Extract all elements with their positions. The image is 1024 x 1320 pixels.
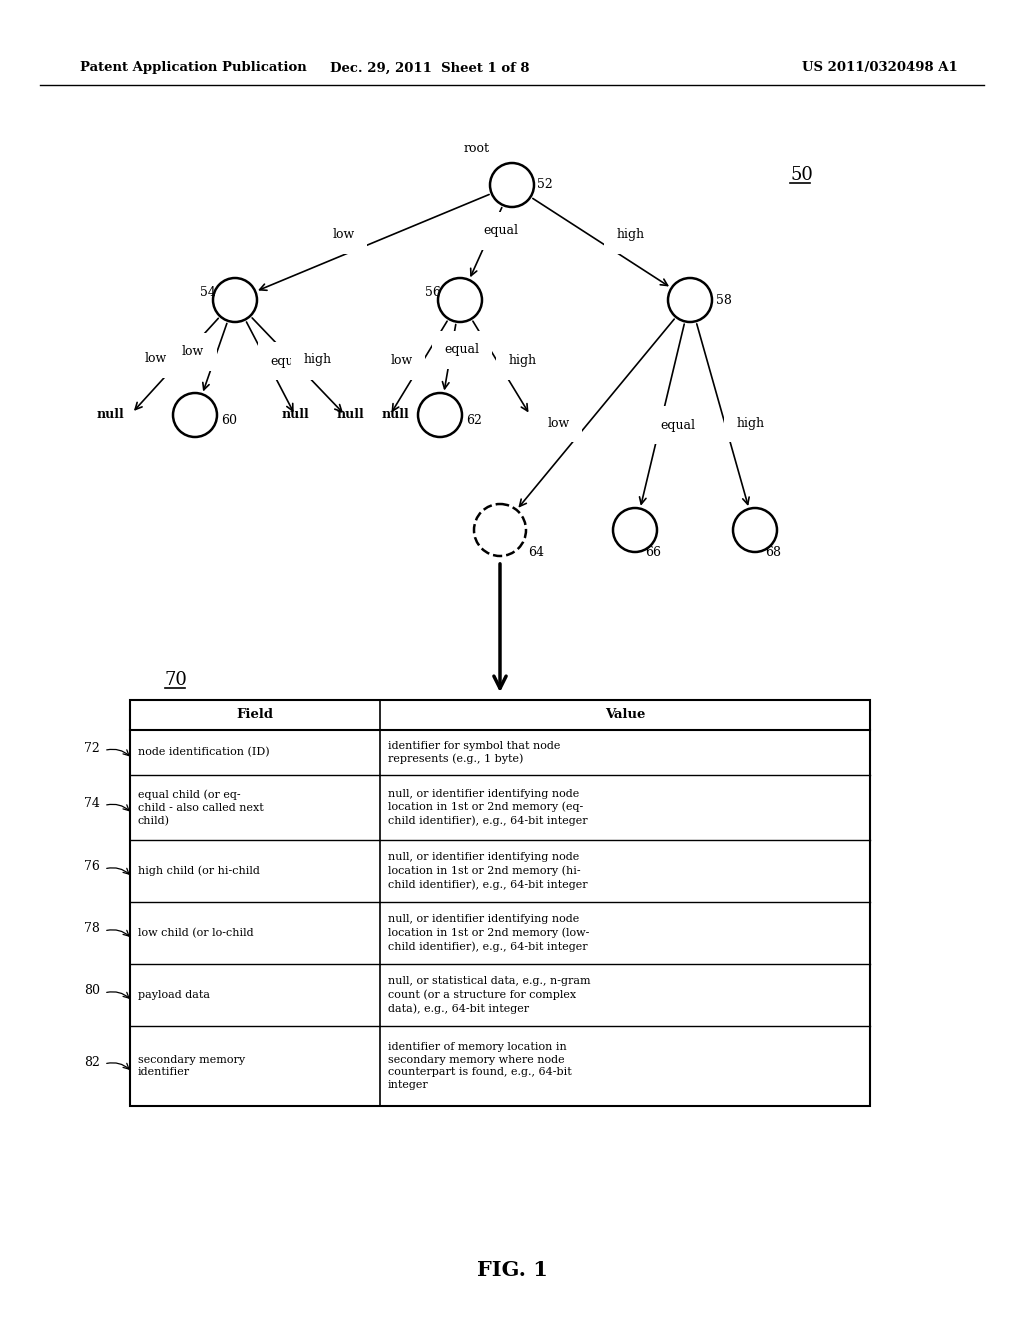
Text: US 2011/0320498 A1: US 2011/0320498 A1 (802, 62, 957, 74)
Text: 74: 74 (84, 797, 100, 810)
Text: 60: 60 (221, 413, 237, 426)
Text: low: low (390, 354, 413, 367)
Text: low: low (182, 345, 204, 358)
Text: null: null (96, 408, 124, 421)
Circle shape (474, 504, 526, 556)
Text: 50: 50 (790, 166, 813, 183)
Text: equal: equal (444, 343, 479, 356)
Text: 54: 54 (200, 285, 216, 298)
Text: null: null (336, 408, 364, 421)
Circle shape (438, 279, 482, 322)
Circle shape (613, 508, 657, 552)
Text: low: low (547, 417, 569, 430)
Text: equal: equal (270, 355, 305, 368)
Text: null: null (282, 408, 309, 421)
Text: equal child (or eq-
child - also called next
child): equal child (or eq- child - also called … (138, 789, 264, 826)
Text: high: high (303, 352, 332, 366)
Text: high: high (736, 417, 765, 429)
Circle shape (418, 393, 462, 437)
Text: identifier for symbol that node
represents (e.g., 1 byte): identifier for symbol that node represen… (388, 741, 560, 764)
Circle shape (213, 279, 257, 322)
Text: null: null (381, 408, 409, 421)
Circle shape (173, 393, 217, 437)
Text: low: low (333, 228, 354, 242)
Text: payload data: payload data (138, 990, 210, 1001)
Text: high: high (509, 354, 537, 367)
Text: 52: 52 (537, 178, 553, 191)
Text: 58: 58 (716, 293, 732, 306)
Text: 62: 62 (466, 413, 482, 426)
Text: Value: Value (605, 709, 645, 722)
Text: high child (or hi-child: high child (or hi-child (138, 866, 260, 876)
Text: 66: 66 (645, 545, 662, 558)
Text: secondary memory
identifier: secondary memory identifier (138, 1055, 245, 1077)
Text: 70: 70 (165, 671, 187, 689)
Text: null, or statistical data, e.g., n-gram
count (or a structure for complex
data),: null, or statistical data, e.g., n-gram … (388, 977, 591, 1014)
Text: 78: 78 (84, 923, 100, 936)
Text: identifier of memory location in
secondary memory where node
counterpart is foun: identifier of memory location in seconda… (388, 1041, 571, 1090)
Text: FIG. 1: FIG. 1 (476, 1261, 548, 1280)
Text: 56: 56 (425, 285, 441, 298)
Text: equal: equal (660, 418, 695, 432)
Text: root: root (464, 143, 490, 154)
Text: equal: equal (483, 224, 518, 238)
Text: null, or identifier identifying node
location in 1st or 2nd memory (low-
child i: null, or identifier identifying node loc… (388, 915, 590, 952)
Text: Field: Field (237, 709, 273, 722)
Text: 80: 80 (84, 985, 100, 998)
Circle shape (668, 279, 712, 322)
Text: 76: 76 (84, 861, 100, 874)
Text: null, or identifier identifying node
location in 1st or 2nd memory (eq-
child id: null, or identifier identifying node loc… (388, 789, 588, 826)
Text: low: low (145, 352, 167, 366)
Text: null, or identifier identifying node
location in 1st or 2nd memory (hi-
child id: null, or identifier identifying node loc… (388, 853, 588, 890)
Text: 64: 64 (528, 545, 544, 558)
Text: 82: 82 (84, 1056, 100, 1068)
Text: high: high (616, 228, 645, 242)
Text: Patent Application Publication: Patent Application Publication (80, 62, 307, 74)
Bar (130, 700, 870, 1106)
Text: low child (or lo-child: low child (or lo-child (138, 928, 254, 939)
Text: 72: 72 (84, 742, 100, 755)
Text: node identification (ID): node identification (ID) (138, 747, 269, 758)
Text: 68: 68 (765, 545, 781, 558)
Circle shape (490, 162, 534, 207)
Text: Dec. 29, 2011  Sheet 1 of 8: Dec. 29, 2011 Sheet 1 of 8 (331, 62, 529, 74)
Circle shape (733, 508, 777, 552)
